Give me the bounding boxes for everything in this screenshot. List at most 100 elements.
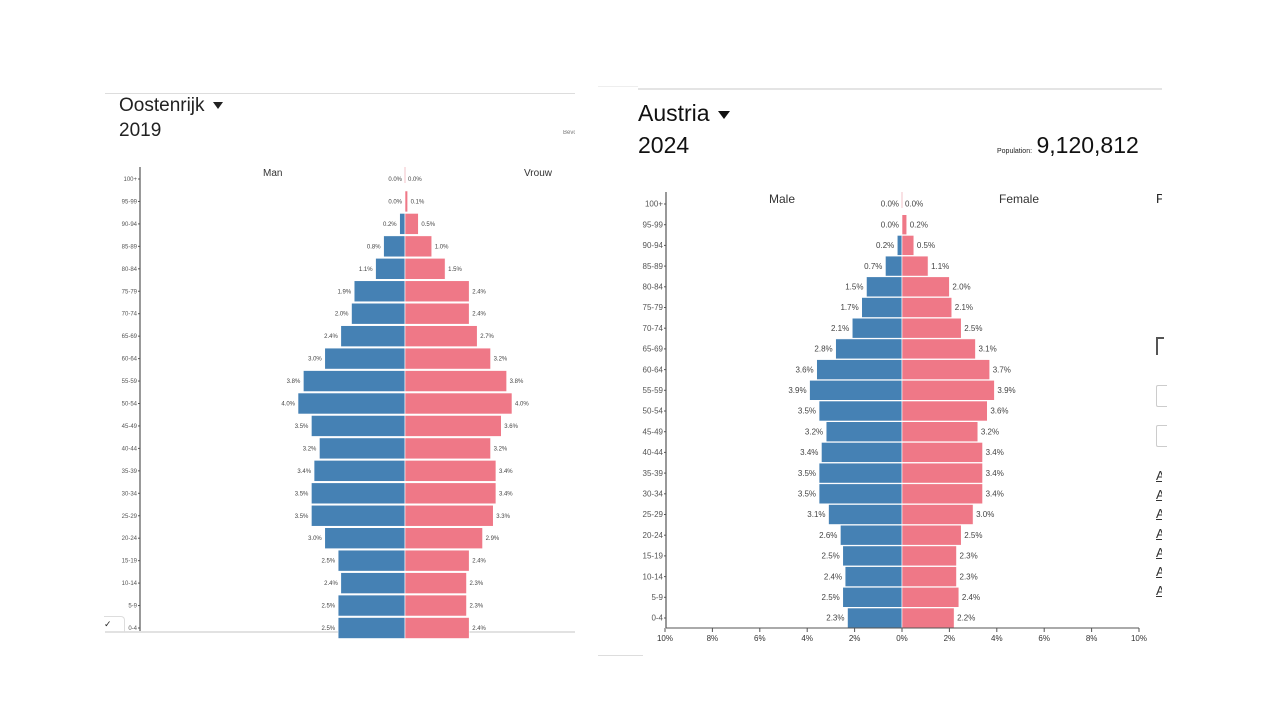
female-header: Female [999, 192, 1039, 206]
male-value-label: 3.8% [287, 379, 301, 385]
truncated-link[interactable]: A [1156, 506, 1162, 522]
female-bar [901, 566, 957, 587]
male-value-label: 3.5% [798, 407, 816, 416]
female-value-label: 2.4% [472, 626, 486, 632]
female-value-label: 2.5% [964, 324, 982, 333]
male-bar [337, 594, 406, 617]
female-bar [901, 297, 953, 318]
female-value-label: 2.4% [472, 559, 486, 565]
female-bar [404, 527, 483, 550]
female-value-label: 4.0% [515, 402, 529, 408]
female-bar [404, 617, 470, 639]
male-bar [337, 617, 406, 639]
right-year: 2024 [638, 132, 690, 158]
female-bar [901, 359, 990, 380]
female-bar [901, 421, 979, 443]
x-tick-label: 2% [849, 634, 861, 643]
female-value-label: 3.4% [499, 469, 513, 475]
female-value-label: 1.5% [448, 267, 462, 273]
female-value-label: 2.3% [470, 604, 484, 610]
male-bar [816, 359, 903, 380]
male-value-label: 2.5% [822, 552, 840, 561]
male-bar [383, 235, 406, 258]
left-country-selector[interactable]: Oostenrijk [119, 95, 223, 117]
female-bar [404, 549, 470, 572]
truncated-link[interactable]: A [1156, 487, 1162, 503]
female-bar [404, 257, 446, 280]
male-value-label: 3.4% [297, 469, 311, 475]
male-value-label: 0.0% [388, 177, 402, 183]
male-bar [818, 462, 903, 484]
right-country-selector[interactable]: Austria [638, 100, 730, 127]
female-value-label: 1.0% [435, 244, 449, 250]
age-tick-label: 5-9 [128, 604, 137, 610]
female-value-label: 2.7% [480, 334, 494, 340]
female-bar [404, 190, 408, 213]
male-header: Male [769, 192, 795, 206]
male-bar [340, 572, 406, 594]
female-bar [901, 379, 995, 401]
male-bar [297, 392, 406, 415]
female-value-label: 3.4% [986, 489, 1004, 498]
female-bar [901, 607, 955, 629]
left-check-tab[interactable]: ✓ [104, 616, 125, 632]
female-bar [901, 214, 908, 235]
male-value-label: 3.5% [798, 469, 816, 478]
male-value-label: 2.8% [814, 345, 832, 354]
left-truncated-label: Bevo [563, 130, 575, 136]
x-tick-label: 0% [896, 634, 908, 643]
truncated-link[interactable]: A [1156, 544, 1162, 560]
female-value-label: 3.7% [993, 365, 1011, 374]
male-bar [351, 302, 406, 325]
age-tick-label: 85-89 [643, 262, 664, 271]
male-value-label: 1.1% [359, 267, 373, 273]
female-value-label: 0.0% [408, 177, 422, 183]
male-value-label: 2.5% [321, 626, 335, 632]
truncated-icon[interactable] [1156, 337, 1164, 355]
male-value-label: 3.6% [795, 365, 813, 374]
truncated-link[interactable]: A [1156, 525, 1162, 541]
female-value-label: 3.3% [496, 514, 510, 520]
x-tick-label: 10% [657, 634, 673, 643]
male-bar [842, 586, 903, 608]
age-tick-label: 95-99 [122, 199, 138, 205]
truncated-link[interactable]: A [1156, 468, 1162, 483]
female-value-label: 2.1% [955, 303, 973, 312]
male-bar [340, 325, 406, 347]
male-value-label: 1.5% [845, 282, 863, 291]
age-tick-label: 60-64 [122, 357, 138, 363]
male-value-label: 0.0% [388, 199, 402, 205]
male-value-label: 3.5% [295, 424, 309, 430]
truncated-link[interactable]: A [1156, 564, 1162, 579]
male-bar [825, 421, 903, 443]
age-tick-label: 20-24 [122, 536, 138, 542]
female-bar [901, 317, 962, 339]
male-bar [353, 280, 406, 303]
female-bar [404, 347, 491, 370]
female-value-label: 3.8% [510, 379, 524, 385]
age-tick-label: 75-79 [122, 289, 138, 295]
truncated-link[interactable]: A [1156, 583, 1162, 599]
male-bar [319, 437, 406, 460]
male-bar [311, 415, 406, 437]
male-value-label: 3.0% [308, 536, 322, 542]
female-value-label: 3.4% [986, 448, 1004, 457]
age-tick-label: 85-89 [122, 244, 138, 250]
male-value-label: 3.1% [807, 510, 825, 519]
male-value-label: 2.5% [822, 593, 840, 602]
age-tick-label: 30-34 [122, 491, 138, 497]
male-value-label: 0.7% [864, 262, 882, 271]
male-bar [847, 607, 903, 629]
age-tick-label: 50-54 [122, 402, 138, 408]
female-value-label: 0.5% [917, 241, 935, 250]
x-tick-label: 2% [944, 634, 956, 643]
female-bar [404, 392, 513, 415]
male-value-label: 4.0% [281, 402, 295, 408]
female-value-label: 2.4% [472, 289, 486, 295]
truncated-input-2[interactable] [1156, 425, 1167, 447]
truncated-input-1[interactable] [1156, 385, 1167, 407]
male-value-label: 2.1% [831, 324, 849, 333]
male-value-label: 1.7% [840, 303, 858, 312]
male-bar [842, 545, 903, 567]
right-panel-bottom-rule [598, 655, 643, 656]
